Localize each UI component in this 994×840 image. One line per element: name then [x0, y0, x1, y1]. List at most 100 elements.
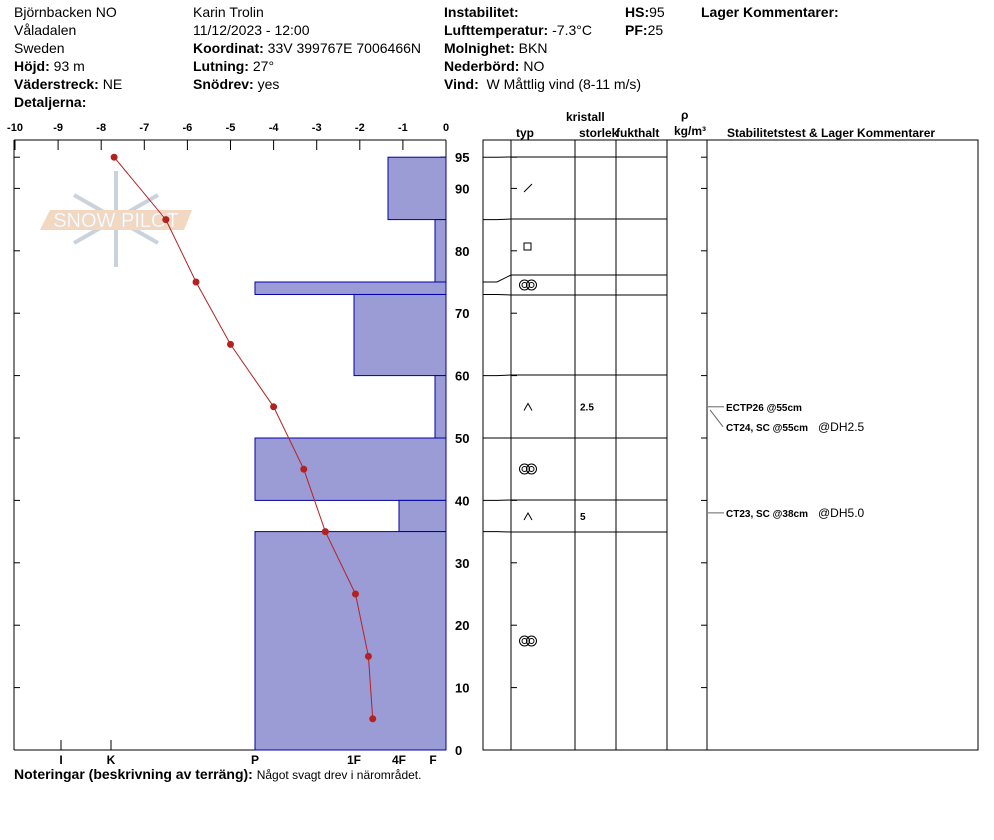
layer-comments: Lager Kommentarer:	[701, 4, 839, 20]
slope: Lutning: 27°	[193, 58, 275, 74]
hardness-layer-bar	[254, 437, 447, 501]
stability-test-extra: @DH2.5	[818, 420, 865, 434]
layer-connector	[483, 293, 512, 296]
height-tick-label: 60	[455, 369, 469, 384]
air-temp: Lufttemperatur: -7.3°C	[444, 22, 592, 38]
temperature-line	[113, 156, 374, 719]
hardness-layer-bar	[254, 281, 447, 295]
layer-table-frame	[482, 139, 979, 751]
hardness-tick-label: I	[59, 753, 62, 767]
height-tick-label: 70	[455, 306, 469, 321]
hardness-tick-label: 1F	[347, 753, 361, 767]
temp-tick-label: -9	[53, 122, 63, 134]
grain-circle	[526, 635, 537, 647]
wind: Vind: W Måttlig vind (8-11 m/s)	[444, 76, 642, 92]
depth-hoar-grain-icon	[523, 402, 533, 411]
test-arrow	[709, 409, 724, 428]
grain-circle	[528, 638, 535, 644]
fragmented-grain-icon	[523, 183, 533, 193]
hardness-tick-label: F	[429, 753, 436, 767]
elevation: Höjd: 93 m	[14, 58, 85, 74]
observer: Karin Trolin	[193, 4, 264, 20]
melt-freeze-grain-icon	[519, 463, 537, 475]
height-tick-label: 0	[455, 743, 462, 758]
hs: HS:95	[625, 4, 665, 20]
grain-size: 5	[580, 512, 586, 523]
hardness-layer-bar	[387, 156, 447, 221]
aspect: Väderstreck: NE	[14, 76, 123, 92]
temp-tick-label: -2	[355, 122, 365, 134]
temperature-point	[162, 216, 170, 224]
hardness-layer-bar	[398, 499, 447, 533]
grain-circle	[528, 466, 535, 472]
header-typ: typ	[516, 126, 534, 140]
temp-tick-label: 0	[443, 122, 449, 134]
hardness-layer-bar	[353, 293, 447, 377]
height-tick-label: 80	[455, 244, 469, 259]
height-tick-label: 10	[455, 681, 469, 696]
grain-size: 2.5	[580, 403, 594, 414]
height-tick-label: 95	[455, 150, 469, 165]
coordinates: Koordinat: 33V 399767E 7006466N	[193, 40, 422, 56]
header-density-unit: kg/m³	[674, 124, 706, 138]
precipitation: Nederbörd: NO	[444, 58, 545, 74]
header-rho: ρ	[681, 108, 688, 122]
details: Detaljerna:	[14, 94, 87, 110]
melt-freeze-grain-icon	[519, 635, 537, 647]
height-tick-label: 40	[455, 493, 469, 508]
snow-drift: Snödrev: yes	[193, 76, 280, 92]
depth-hoar-grain-icon	[523, 511, 533, 521]
area: Våladalen	[14, 22, 77, 38]
temperature-point	[321, 528, 329, 536]
layer-connector	[483, 218, 512, 221]
datetime: 11/12/2023 - 12:00	[193, 22, 310, 38]
grain-circle	[528, 282, 535, 288]
height-tick-label: 90	[455, 181, 469, 196]
country: Sweden	[14, 40, 65, 56]
hardness-layer-bar	[434, 219, 447, 283]
temp-tick-label: -4	[269, 122, 280, 134]
temperature-point	[192, 278, 200, 286]
location: Björnbacken NO	[14, 4, 117, 20]
temp-tick-label: -8	[96, 122, 106, 134]
height-tick-label: 30	[455, 556, 469, 571]
temperature-point	[369, 715, 377, 723]
temperature-point	[270, 403, 278, 411]
stability-test: ECTP26 @55cm	[726, 403, 802, 414]
melt-freeze-grain-icon	[519, 279, 537, 291]
stability-test-extra: @DH5.0	[818, 506, 865, 520]
temp-tick-label: -10	[7, 122, 23, 134]
sky: Molnighet: BKN	[444, 40, 548, 56]
faceted-grain-icon	[523, 242, 532, 251]
hardness-layer-bar	[434, 375, 447, 439]
hardness-tick-label: 4F	[392, 753, 406, 767]
temp-tick-label: -1	[398, 122, 408, 134]
snowpilot-watermark: SNOW PILOT	[40, 171, 192, 267]
temperature-point	[351, 590, 359, 598]
notes: Noteringar (beskrivning av terräng): Någ…	[14, 766, 422, 782]
height-tick-label: 20	[455, 618, 469, 633]
temperature-point	[110, 153, 118, 161]
svg-text:SNOW PILOT: SNOW PILOT	[53, 210, 179, 232]
layer-connector	[483, 374, 512, 377]
temp-tick-label: -5	[226, 122, 236, 134]
temperature-point	[227, 340, 234, 348]
header-fukthalt: fukthalt	[616, 126, 659, 140]
temperature-point	[364, 652, 372, 660]
grain-circle	[526, 463, 537, 475]
instability: Instabilitet:	[444, 4, 519, 20]
stability-test: CT23, SC @38cm	[726, 509, 808, 520]
height-tick-label: 50	[455, 431, 469, 446]
temperature-point	[300, 465, 308, 473]
hardness-tick-label: K	[107, 753, 116, 767]
grain-circle	[526, 279, 537, 291]
header-stability: Stabilitetstest & Lager Kommentarer	[727, 126, 935, 140]
header-storlek: storlek	[579, 126, 619, 140]
hardness-tick-label: P	[251, 753, 259, 767]
stability-test: CT24, SC @55cm	[726, 423, 808, 434]
temp-tick-label: -3	[312, 122, 322, 134]
temp-tick-label: -7	[139, 122, 149, 134]
pf: PF:25	[625, 22, 664, 38]
